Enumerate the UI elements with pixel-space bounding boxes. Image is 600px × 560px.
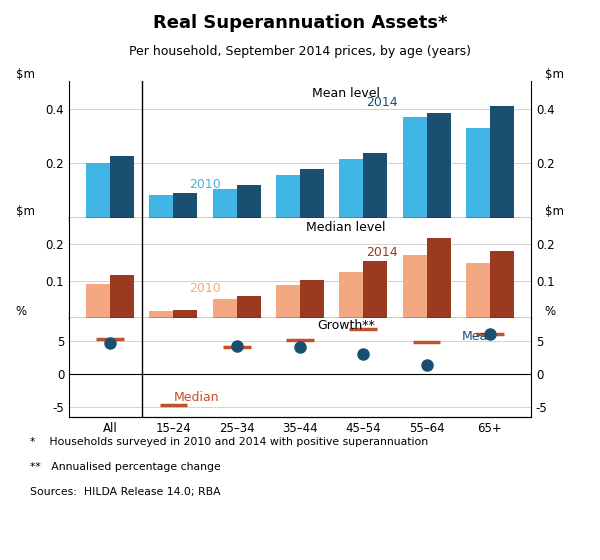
Text: Median: Median bbox=[173, 391, 219, 404]
Bar bbox=[427, 113, 451, 218]
Text: %: % bbox=[545, 305, 556, 318]
Bar bbox=[149, 311, 173, 318]
Text: 2010: 2010 bbox=[189, 178, 221, 191]
Bar bbox=[212, 189, 237, 218]
Bar bbox=[110, 276, 134, 318]
Text: $m: $m bbox=[16, 68, 35, 81]
Bar bbox=[276, 285, 300, 318]
Bar bbox=[173, 310, 197, 318]
Text: 2010: 2010 bbox=[189, 282, 221, 295]
Text: 2014: 2014 bbox=[367, 96, 398, 109]
Bar bbox=[173, 193, 197, 218]
Text: Mean level: Mean level bbox=[312, 87, 380, 100]
Bar bbox=[212, 299, 237, 318]
Bar bbox=[427, 239, 451, 318]
Bar bbox=[466, 128, 490, 218]
Text: $m: $m bbox=[16, 205, 35, 218]
Text: %: % bbox=[16, 305, 27, 318]
Bar bbox=[339, 272, 363, 318]
Bar bbox=[300, 280, 324, 318]
Bar bbox=[363, 153, 388, 218]
Bar bbox=[339, 159, 363, 218]
Bar bbox=[110, 156, 134, 218]
Bar bbox=[86, 284, 110, 318]
Bar bbox=[403, 117, 427, 218]
Text: Growth**: Growth** bbox=[317, 319, 375, 332]
Bar bbox=[466, 263, 490, 318]
Bar bbox=[490, 251, 514, 318]
Text: 2014: 2014 bbox=[367, 246, 398, 259]
Text: **   Annualised percentage change: ** Annualised percentage change bbox=[30, 462, 221, 472]
Bar bbox=[276, 175, 300, 218]
Bar bbox=[403, 255, 427, 318]
Bar bbox=[490, 106, 514, 218]
Text: Mean: Mean bbox=[461, 330, 496, 343]
Bar bbox=[86, 164, 110, 218]
Bar bbox=[237, 296, 261, 318]
Text: Real Superannuation Assets*: Real Superannuation Assets* bbox=[153, 14, 447, 32]
Text: $m: $m bbox=[545, 205, 564, 218]
Text: *    Households surveyed in 2010 and 2014 with positive superannuation: * Households surveyed in 2010 and 2014 w… bbox=[30, 437, 428, 447]
Text: Median level: Median level bbox=[307, 221, 386, 234]
Text: Per household, September 2014 prices, by age (years): Per household, September 2014 prices, by… bbox=[129, 45, 471, 58]
Text: Sources:  HILDA Release 14.0; RBA: Sources: HILDA Release 14.0; RBA bbox=[30, 487, 221, 497]
Bar bbox=[300, 169, 324, 218]
Bar bbox=[149, 195, 173, 218]
Text: $m: $m bbox=[545, 68, 564, 81]
Bar bbox=[237, 185, 261, 218]
Bar bbox=[363, 261, 388, 318]
